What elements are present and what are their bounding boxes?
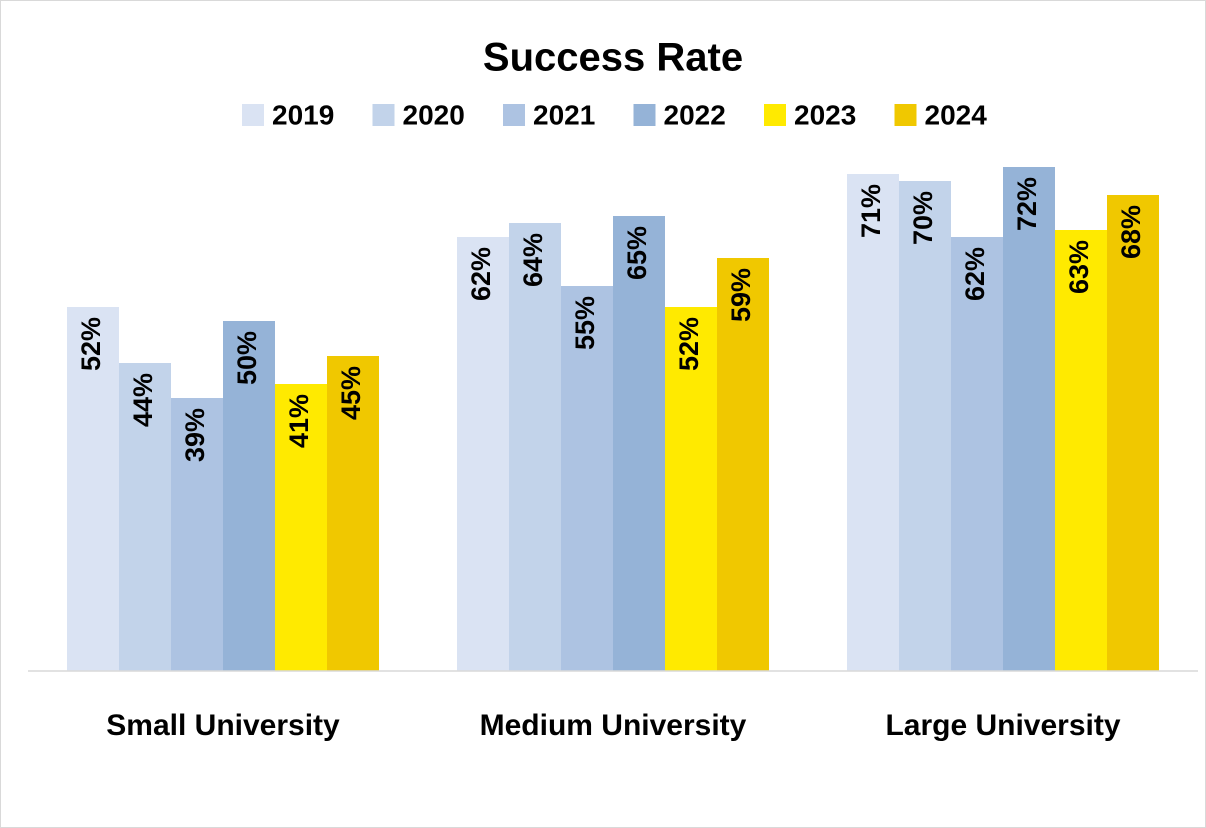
- data-label: 64%: [518, 233, 548, 287]
- data-label: 52%: [674, 317, 704, 371]
- chart-title: Success Rate: [483, 36, 743, 80]
- legend-swatch: [242, 104, 264, 126]
- data-label: 59%: [726, 268, 756, 322]
- data-label: 70%: [908, 191, 938, 245]
- data-label: 63%: [1064, 240, 1094, 294]
- bar: [951, 237, 1003, 671]
- legend-swatch: [503, 104, 525, 126]
- bar: [275, 384, 327, 671]
- legend-label: 2024: [925, 99, 988, 130]
- bar: [899, 181, 951, 671]
- bar: [665, 307, 717, 671]
- data-label: 72%: [1012, 177, 1042, 231]
- legend-label: 2020: [403, 99, 465, 130]
- bar: [67, 307, 119, 671]
- bar: [847, 174, 899, 671]
- x-tick-label: Small University: [106, 709, 340, 742]
- data-label: 44%: [128, 373, 158, 427]
- data-label: 41%: [284, 394, 314, 448]
- legend-swatch: [894, 104, 917, 126]
- bar: [1055, 230, 1107, 671]
- legend-label: 2021: [533, 99, 595, 130]
- data-label: 39%: [180, 408, 210, 462]
- legend-swatch: [372, 104, 395, 126]
- bar: [119, 363, 171, 671]
- data-label: 62%: [466, 247, 496, 301]
- data-label: 50%: [232, 331, 262, 385]
- data-label: 65%: [622, 226, 652, 280]
- data-label: 68%: [1116, 205, 1146, 259]
- x-tick-label: Large University: [885, 709, 1120, 742]
- bar: [457, 237, 509, 671]
- bar: [613, 216, 665, 671]
- bar: [1107, 195, 1159, 671]
- data-label: 52%: [76, 317, 106, 371]
- data-label: 45%: [336, 366, 366, 420]
- bar: [327, 356, 379, 671]
- legend-label: 2023: [794, 99, 856, 130]
- data-label: 62%: [960, 247, 990, 301]
- bar: [561, 286, 613, 671]
- bar: [223, 321, 275, 671]
- x-tick-label: Medium University: [480, 709, 747, 742]
- bar: [717, 258, 769, 671]
- bar: [171, 398, 223, 671]
- bar: [1003, 167, 1055, 671]
- bar: [509, 223, 561, 671]
- legend-swatch: [633, 104, 656, 126]
- legend-swatch: [764, 104, 786, 126]
- legend-label: 2019: [272, 99, 334, 130]
- legend-label: 2022: [664, 99, 726, 130]
- data-label: 55%: [570, 296, 600, 350]
- data-label: 71%: [856, 184, 886, 238]
